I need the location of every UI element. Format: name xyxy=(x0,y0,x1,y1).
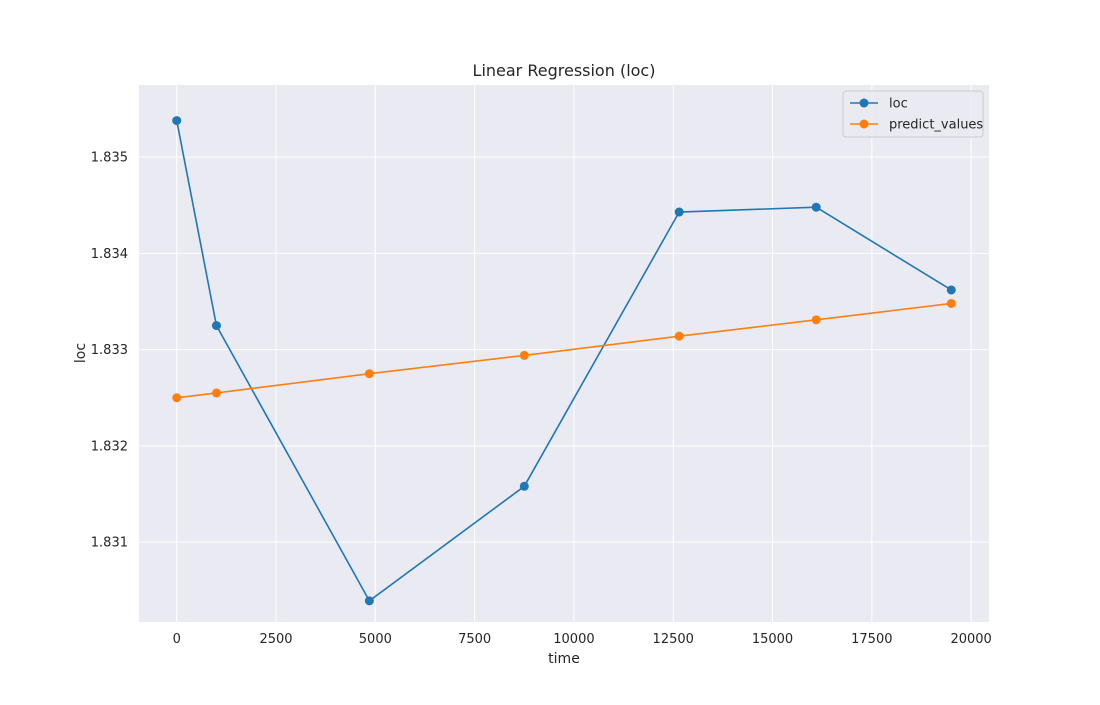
x-tick-label: 20000 xyxy=(950,632,991,647)
legend-label-predict-values: predict_values xyxy=(889,118,983,133)
x-tick-label: 15000 xyxy=(752,632,793,647)
data-point-predict-values xyxy=(811,315,821,325)
x-tick-label: 2500 xyxy=(259,632,292,647)
chart-title: Linear Regression (loc) xyxy=(473,61,656,80)
x-tick-label: 5000 xyxy=(359,632,392,647)
y-axis-label: loc xyxy=(73,343,89,363)
data-point-predict-values xyxy=(172,393,182,403)
y-tick-label: 1.834 xyxy=(91,247,128,262)
data-point-predict-values xyxy=(519,350,529,360)
y-tick-label: 1.831 xyxy=(91,536,128,551)
data-point-loc xyxy=(211,321,221,331)
tick-layer: 0 2500 5000 7500 10000 12500 15000 17500 20000 1.… xyxy=(91,151,992,647)
legend-predict-marker xyxy=(859,119,869,129)
plot-area xyxy=(139,85,989,622)
data-point-loc xyxy=(364,596,374,606)
x-axis-label: time xyxy=(548,651,580,667)
data-point-loc xyxy=(811,202,821,212)
data-point-predict-values xyxy=(211,388,221,398)
data-point-predict-values xyxy=(364,369,374,379)
legend-loc-marker xyxy=(859,98,869,108)
x-tick-label: 17500 xyxy=(851,632,892,647)
data-point-loc xyxy=(946,285,956,295)
data-point-predict-values xyxy=(674,331,684,341)
legend: loc predict_values xyxy=(842,90,984,138)
y-tick-label: 1.832 xyxy=(91,439,128,454)
x-tick-label: 0 xyxy=(173,632,181,647)
data-point-loc xyxy=(674,207,684,217)
data-point-loc xyxy=(172,116,182,126)
x-tick-label: 12500 xyxy=(653,632,694,647)
legend-label-loc: loc xyxy=(889,97,908,112)
data-point-loc xyxy=(519,481,529,491)
grid-layer xyxy=(139,85,989,622)
y-tick-label: 1.835 xyxy=(91,151,128,166)
series-layer xyxy=(172,116,956,606)
data-point-predict-values xyxy=(946,298,956,308)
x-tick-label: 7500 xyxy=(458,632,491,647)
x-tick-label: 10000 xyxy=(553,632,594,647)
y-tick-label: 1.833 xyxy=(91,343,128,358)
